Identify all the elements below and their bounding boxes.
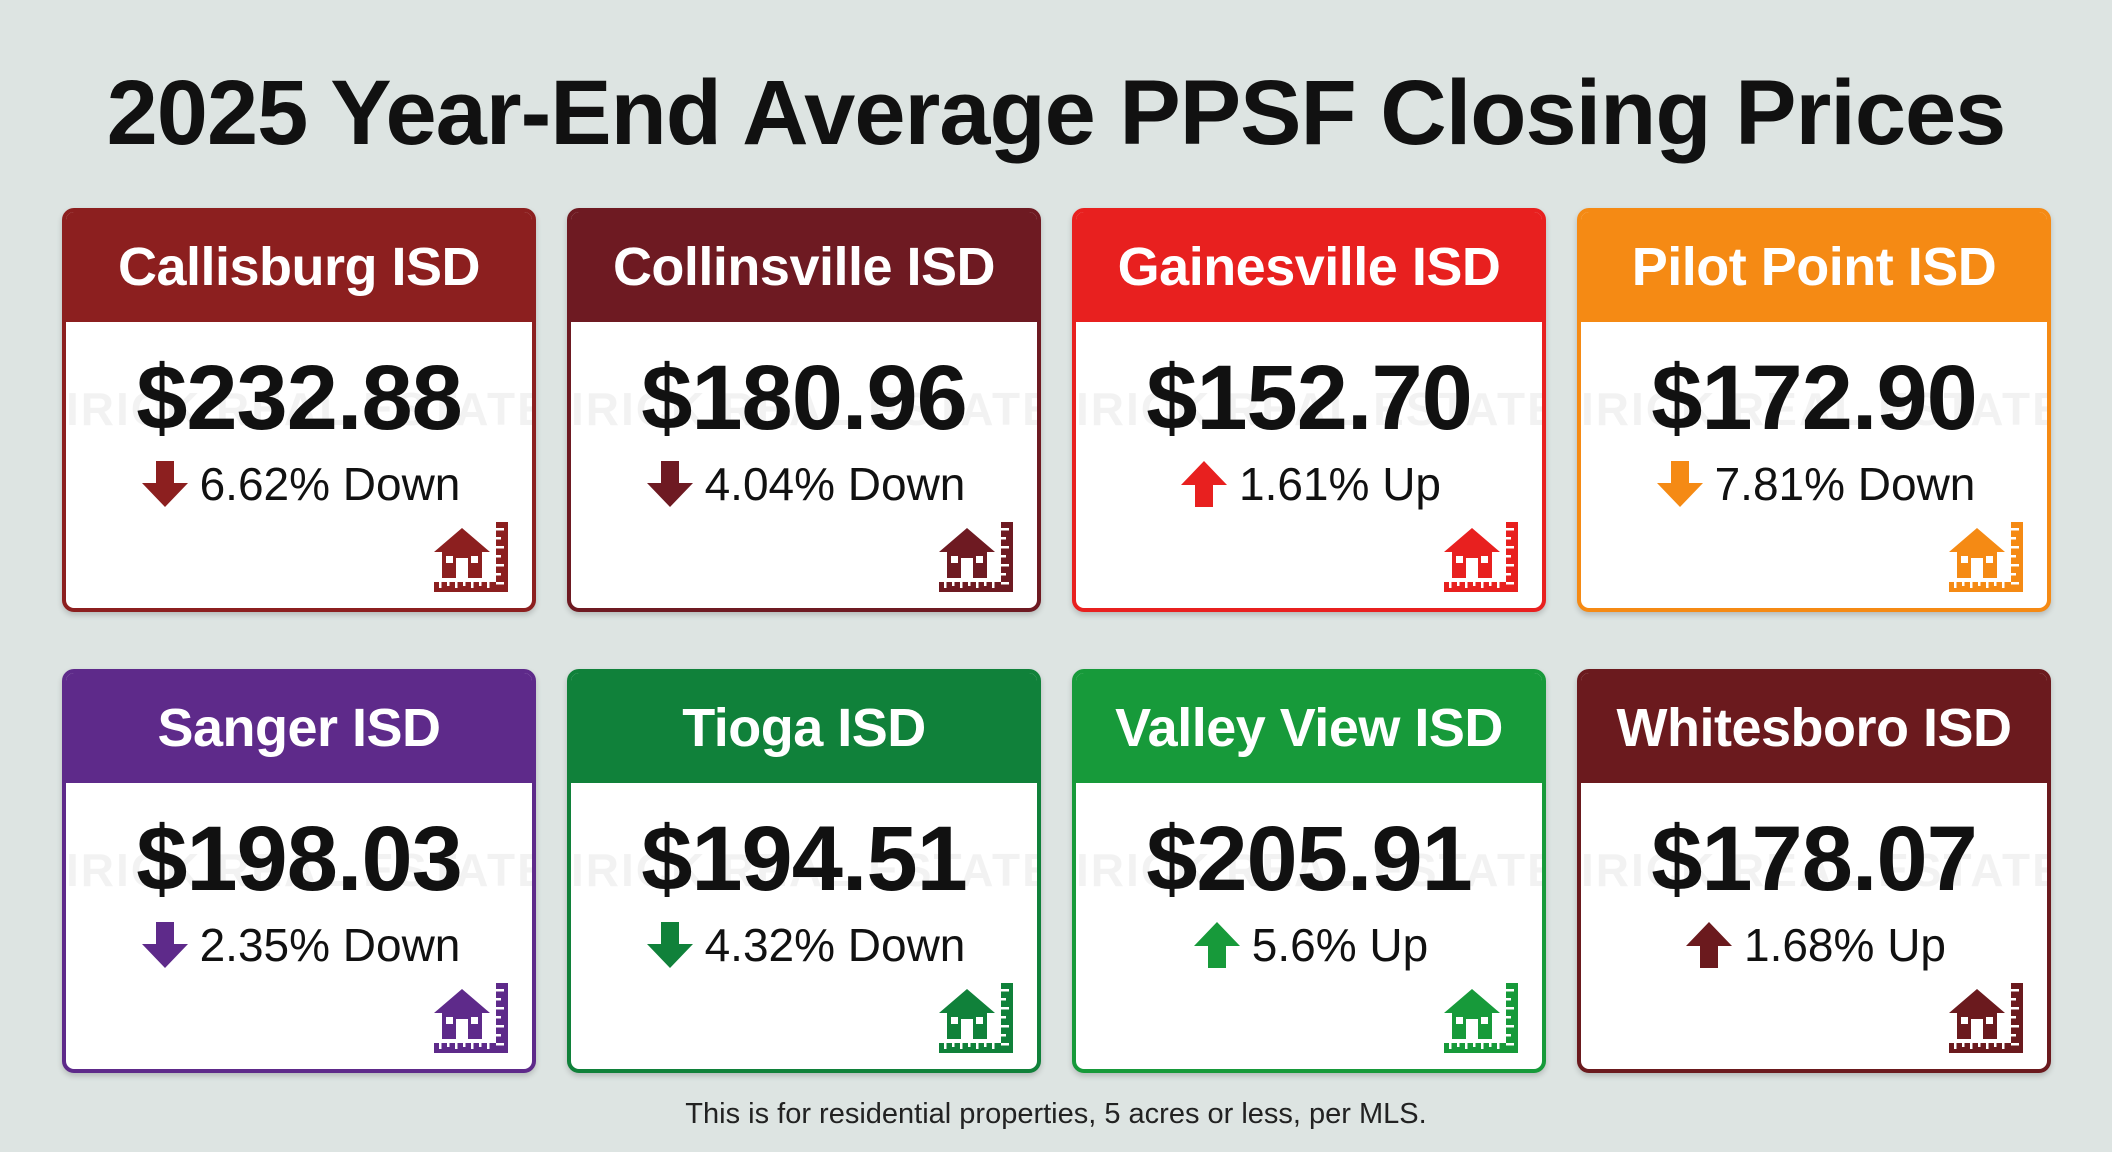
change-row: 1.68% Up xyxy=(1581,917,2047,973)
arrow-icon xyxy=(646,922,693,968)
change-text: 1.61% Up xyxy=(1238,458,1441,510)
isd-card: Pilot Point ISD IRICK REAL ESTATE GROUP … xyxy=(1577,208,2051,612)
arrow-icon xyxy=(141,922,188,968)
card-header: Whitesboro ISD xyxy=(1581,673,2047,783)
price-value: $232.88 xyxy=(136,347,463,449)
isd-card: Tioga ISD IRICK REAL ESTATE GROUP $194.5… xyxy=(567,669,1041,1073)
change-row: 1.61% Up xyxy=(1076,456,1542,512)
change-text: 5.6% Up xyxy=(1251,919,1429,971)
house-ruler-icon xyxy=(939,983,1013,1053)
isd-card: Valley View ISD IRICK REAL ESTATE GROUP … xyxy=(1072,669,1546,1073)
watermark: IRICK REAL ESTATE GROUP xyxy=(571,383,1037,435)
footnote: This is for residential properties, 5 ac… xyxy=(685,1098,1427,1130)
arrow-icon xyxy=(1193,922,1240,968)
isd-card: Collinsville ISD IRICK REAL ESTATE GROUP… xyxy=(567,208,1041,612)
page-title: 2025 Year-End Average PPSF Closing Price… xyxy=(106,62,2007,164)
house-ruler-icon xyxy=(1949,983,2023,1053)
change-text: 7.81% Down xyxy=(1714,458,1976,510)
change-text: 2.35% Down xyxy=(199,919,461,971)
card-header: Sanger ISD xyxy=(66,673,532,783)
price-value: $152.70 xyxy=(1146,347,1473,449)
watermark: IRICK REAL ESTATE GROUP xyxy=(1076,844,1542,896)
change-row: 4.32% Down xyxy=(571,917,1037,973)
arrow-icon xyxy=(1180,461,1227,507)
change-text: 1.68% Up xyxy=(1743,919,1946,971)
change-row: 5.6% Up xyxy=(1076,917,1542,973)
card-header: Collinsville ISD xyxy=(571,212,1037,322)
change-text: 4.04% Down xyxy=(704,458,966,510)
change-row: 6.62% Down xyxy=(66,456,532,512)
price-value: $178.07 xyxy=(1651,808,1978,910)
house-ruler-icon xyxy=(1444,522,1518,592)
card-header: Callisburg ISD xyxy=(66,212,532,322)
house-ruler-icon xyxy=(1949,522,2023,592)
watermark: IRICK REAL ESTATE GROUP xyxy=(1581,383,2047,435)
price-value: $205.91 xyxy=(1146,808,1473,910)
watermark: IRICK REAL ESTATE GROUP xyxy=(571,844,1037,896)
house-ruler-icon xyxy=(434,983,508,1053)
card-grid: Callisburg ISD IRICK REAL ESTATE GROUP $… xyxy=(62,208,2051,1073)
price-value: $194.51 xyxy=(641,808,968,910)
isd-card: Gainesville ISD IRICK REAL ESTATE GROUP … xyxy=(1072,208,1546,612)
arrow-icon xyxy=(1656,461,1703,507)
card-header: Tioga ISD xyxy=(571,673,1037,783)
house-ruler-icon xyxy=(434,522,508,592)
change-row: 2.35% Down xyxy=(66,917,532,973)
isd-card: Sanger ISD IRICK REAL ESTATE GROUP $198.… xyxy=(62,669,536,1073)
watermark: IRICK REAL ESTATE GROUP xyxy=(66,383,532,435)
house-ruler-icon xyxy=(939,522,1013,592)
arrow-icon xyxy=(1685,922,1732,968)
isd-card: Callisburg ISD IRICK REAL ESTATE GROUP $… xyxy=(62,208,536,612)
price-value: $198.03 xyxy=(136,808,463,910)
card-header: Pilot Point ISD xyxy=(1581,212,2047,322)
arrow-icon xyxy=(141,461,188,507)
price-value: $180.96 xyxy=(641,347,968,449)
change-text: 4.32% Down xyxy=(704,919,966,971)
house-ruler-icon xyxy=(1444,983,1518,1053)
card-header: Valley View ISD xyxy=(1076,673,1542,783)
change-row: 4.04% Down xyxy=(571,456,1037,512)
change-row: 7.81% Down xyxy=(1581,456,2047,512)
change-text: 6.62% Down xyxy=(199,458,461,510)
watermark: IRICK REAL ESTATE GROUP xyxy=(1076,383,1542,435)
watermark: IRICK REAL ESTATE GROUP xyxy=(66,844,532,896)
watermark: IRICK REAL ESTATE GROUP xyxy=(1581,844,2047,896)
arrow-icon xyxy=(646,461,693,507)
card-header: Gainesville ISD xyxy=(1076,212,1542,322)
isd-card: Whitesboro ISD IRICK REAL ESTATE GROUP $… xyxy=(1577,669,2051,1073)
price-value: $172.90 xyxy=(1651,347,1978,449)
